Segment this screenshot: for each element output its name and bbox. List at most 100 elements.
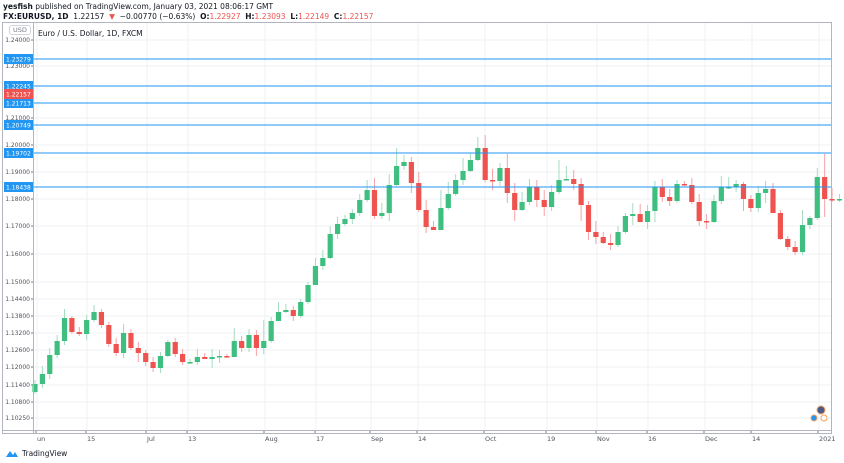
author-name[interactable]: yesfish (3, 2, 33, 11)
candle-body (489, 180, 496, 182)
candle-body (371, 190, 378, 216)
time-axis-label: Jul (146, 435, 155, 443)
price-level-badge (4, 98, 33, 108)
candle-body (120, 333, 127, 353)
candle-body (342, 219, 348, 224)
candle-body (91, 312, 97, 320)
price-tick-label: 1.23000 (5, 63, 30, 70)
candle-body (549, 192, 555, 207)
candle-body (585, 205, 592, 232)
candle-body (47, 355, 53, 374)
ohlc-legend: FX:EURUSD, 1D 1.22157 ▼ −0.00770 (−0.63%… (3, 12, 373, 21)
candle-body (445, 194, 451, 208)
candle-body (807, 218, 813, 225)
event-marker-icon (810, 414, 818, 422)
price-level-badge (4, 148, 33, 158)
tradingview-logo[interactable]: TradingView (5, 449, 67, 458)
candle-body (644, 211, 651, 222)
candle-body (216, 356, 223, 358)
candle-body (401, 162, 407, 166)
candle-body (726, 187, 732, 189)
candle-body (290, 310, 296, 316)
candle-body (430, 227, 437, 230)
candle-body (84, 320, 90, 334)
candle-body (512, 193, 518, 210)
candle-body (703, 221, 710, 223)
candle-body (755, 193, 761, 208)
candle-body (327, 234, 333, 258)
candle-body (268, 321, 274, 341)
price-tick-label: 1.17000 (5, 223, 30, 230)
price-tick-label: 1.16000 (5, 251, 30, 258)
time-axis-label: 13 (188, 435, 196, 443)
last-price-value: 1.22157 (6, 92, 31, 99)
candle-body (438, 208, 444, 230)
time-axis-label: 17 (316, 435, 324, 443)
candle-body (298, 302, 304, 316)
candle-body (822, 177, 828, 199)
candle-body (113, 344, 119, 353)
candle-body (106, 325, 112, 344)
candle-body (239, 341, 245, 348)
time-axis-label: 14 (752, 435, 760, 443)
candle-body (165, 342, 171, 356)
candle-body (777, 213, 783, 239)
candle-body (180, 354, 186, 362)
candle-body (423, 210, 429, 227)
candle-body (379, 213, 385, 216)
candle-body (733, 184, 739, 187)
time-axis-label: 16 (648, 435, 656, 443)
candle-body (711, 201, 717, 222)
price-level-value: 1.21713 (6, 101, 31, 108)
down-arrow-icon: ▼ (109, 12, 115, 21)
candle-body (54, 341, 60, 355)
candle-body (748, 199, 754, 208)
price-level-badge (4, 182, 33, 192)
candle-body (556, 180, 562, 192)
price-tick-label: 1.19000 (5, 169, 30, 176)
time-axis-label: 14 (418, 435, 426, 443)
candle-body (763, 189, 769, 193)
candle-body (386, 185, 392, 213)
event-marker-icon (820, 414, 828, 422)
candle-body (416, 183, 422, 210)
price-tick-label: 1.12000 (5, 364, 30, 371)
candle-body (69, 318, 75, 332)
candle-body (467, 160, 474, 171)
candle-body (541, 200, 547, 207)
price-level-value: 1.20749 (6, 123, 31, 130)
price-tick-label: 1.20000 (5, 142, 30, 149)
candle-body (98, 312, 105, 325)
candle-body (194, 357, 200, 362)
candle-body (283, 310, 289, 312)
candle-body (275, 312, 282, 321)
candle-body (571, 179, 577, 184)
last-price: 1.22157 (73, 12, 105, 21)
candle-body (394, 166, 400, 185)
price-tick-label: 1.24000 (5, 37, 30, 44)
candle-body (497, 168, 503, 181)
event-marker-icon (816, 405, 826, 415)
candle-body (667, 197, 673, 201)
chart-frame (2, 22, 832, 434)
currency-badge[interactable]: USD (9, 25, 31, 35)
candle-body (261, 341, 267, 348)
candle-body (172, 342, 178, 354)
change-value: −0.00770 (−0.63%) (119, 12, 196, 21)
price-tick-label: 1.13200 (5, 330, 30, 337)
time-axis-label: un (37, 435, 45, 443)
price-tick-label: 1.14400 (5, 296, 30, 303)
candle-body (39, 374, 45, 384)
candle-body (608, 243, 614, 245)
price-level-badge (4, 54, 33, 64)
brand-name: TradingView (22, 449, 68, 458)
candle-body (696, 202, 702, 221)
candle-body (799, 225, 806, 252)
last-price-badge (4, 89, 33, 99)
chart-title: Euro / U.S. Dollar, 1D, FXCM (38, 29, 143, 38)
candle-body (157, 356, 164, 368)
close-label: C: (333, 12, 343, 21)
time-axis-label: 15 (87, 435, 95, 443)
candle-body (224, 356, 230, 358)
